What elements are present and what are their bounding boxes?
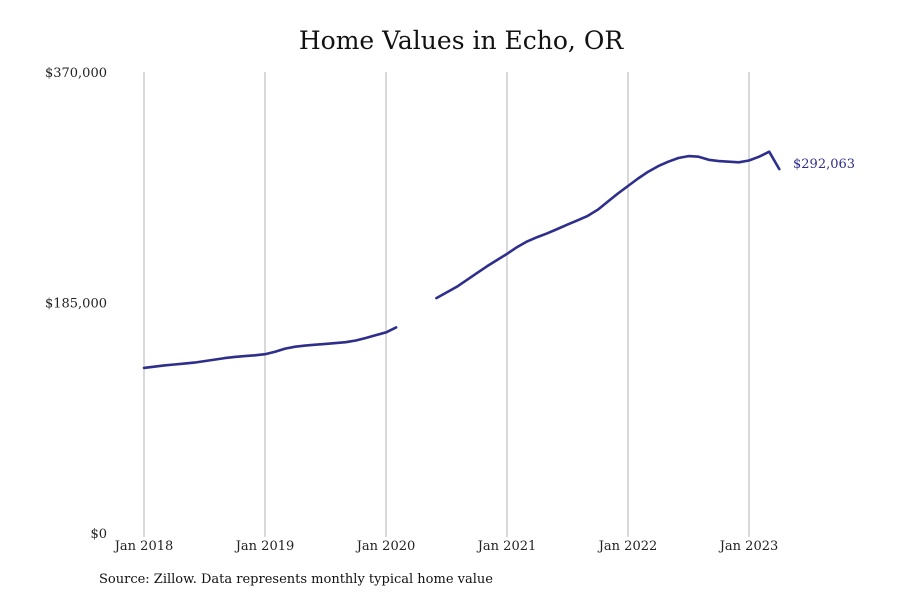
source-note: Source: Zillow. Data represents monthly … <box>99 572 493 587</box>
y-axis-ticks: $0 $185,000 $370,000 <box>45 66 107 542</box>
x-tick-label: Jan 2021 <box>476 539 537 554</box>
series-lines <box>142 150 781 370</box>
x-tick-label: Jan 2023 <box>718 539 779 554</box>
gridlines <box>143 72 750 537</box>
x-tick-label: Jan 2022 <box>597 539 658 554</box>
x-tick-label: Jan 2020 <box>355 539 416 554</box>
series-line-segment-1 <box>142 326 398 370</box>
x-tick-label: Jan 2019 <box>234 539 295 554</box>
y-tick-label: $370,000 <box>45 66 107 81</box>
end-value-label: $292,063 <box>793 157 855 172</box>
series-line-segment-2 <box>435 150 781 300</box>
x-axis-ticks: Jan 2018 Jan 2019 Jan 2020 Jan 2021 Jan 2022… <box>113 539 779 554</box>
x-tick-label: Jan 2018 <box>113 539 174 554</box>
y-tick-label: $0 <box>90 527 107 542</box>
chart-title: Home Values in Echo, OR <box>298 26 624 55</box>
y-tick-label: $185,000 <box>45 297 107 312</box>
